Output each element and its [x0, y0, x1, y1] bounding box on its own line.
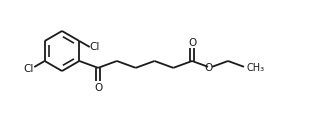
Text: O: O [188, 38, 196, 48]
Text: Cl: Cl [90, 42, 100, 52]
Text: O: O [204, 62, 212, 72]
Text: CH₃: CH₃ [246, 62, 264, 72]
Text: O: O [94, 82, 102, 92]
Text: Cl: Cl [23, 63, 33, 73]
